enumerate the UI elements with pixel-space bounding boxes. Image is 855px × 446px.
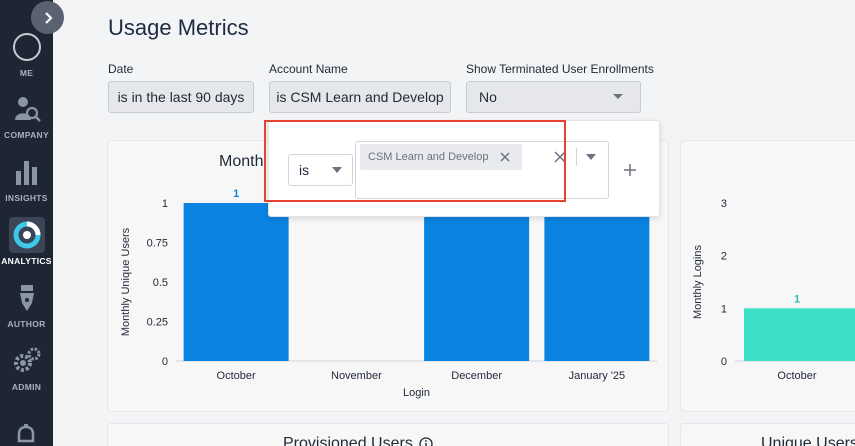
monthly-logins-chart: 0 1 2 3 1 October Monthly Logins	[692, 198, 855, 382]
account-filter-label: Account Name	[269, 62, 348, 76]
monthly-logins-card	[680, 140, 855, 412]
bar[interactable]	[424, 203, 530, 361]
y-tick-label: 0.75	[147, 238, 168, 250]
date-filter[interactable]: is in the last 90 days	[108, 81, 254, 113]
pen-nib-icon	[12, 283, 42, 313]
chevron-right-icon	[44, 11, 53, 24]
bell-icon[interactable]	[14, 424, 38, 446]
date-filter-value: is in the last 90 days	[117, 89, 245, 105]
sidebar-item-label: ANALYTICS	[1, 256, 52, 266]
y-axis-title: Monthly Logins	[692, 245, 704, 319]
sidebar-item-me[interactable]: ME	[0, 22, 53, 82]
y-tick-label: 3	[721, 198, 727, 210]
chip-label: CSM Learn and Develop	[368, 151, 489, 163]
x-tick-label: January '25	[569, 370, 626, 382]
chip-remove-icon[interactable]	[500, 152, 510, 162]
sidebar-item-label: ME	[19, 68, 34, 78]
date-filter-label: Date	[108, 62, 134, 76]
monthly-unique-users-chart: 0 0.25 0.5 0.75 1 1 October November December Jan…	[120, 188, 657, 399]
x-tick-label: November	[331, 370, 382, 382]
provisioned-users-card: Provisioned Users	[107, 423, 669, 446]
provisioned-users-title: Provisioned Users	[283, 435, 413, 446]
y-tick-label: 0	[721, 356, 727, 368]
sidebar-item-label: ADMIN	[11, 382, 42, 392]
x-tick-label: October	[777, 370, 816, 382]
y-axis-title: Monthly Unique Users	[120, 227, 132, 336]
sidebar-item-company[interactable]: COMPANY	[0, 84, 53, 144]
x-tick-label: October	[217, 370, 256, 382]
account-value-multiselect[interactable]: CSM Learn and Develop	[355, 141, 609, 199]
page-title: Usage Metrics	[108, 15, 249, 40]
terminated-enrollments-select[interactable]: No	[466, 81, 641, 113]
collapse-sidebar-button[interactable]	[31, 1, 64, 34]
profile-circle-icon	[12, 32, 42, 62]
analytics-pie-icon	[8, 217, 45, 253]
x-axis-title: Login	[403, 387, 430, 399]
operator-value: is	[299, 162, 310, 178]
y-tick-label: 0.5	[153, 277, 168, 289]
clear-all-icon[interactable]	[554, 151, 566, 163]
y-tick-label: 0	[162, 356, 168, 368]
account-filter-value: is CSM Learn and Develop	[276, 89, 444, 105]
caret-down-icon	[332, 166, 342, 173]
data-label: 1	[233, 188, 239, 200]
card-title: Monthl	[219, 153, 268, 170]
sidebar-item-analytics[interactable]: ANALYTICS	[0, 210, 53, 270]
y-tick-label: 1	[721, 303, 727, 315]
bar-chart-icon	[12, 157, 42, 187]
sidebar-item-label: COMPANY	[4, 130, 49, 140]
account-filter-popover: is CSM Learn and Develop	[268, 120, 660, 217]
y-tick-label: 2	[721, 251, 727, 263]
bar[interactable]	[183, 203, 289, 361]
sidebar-item-label: INSIGHTS	[5, 193, 48, 203]
company-search-icon	[12, 94, 42, 124]
info-icon[interactable]	[419, 437, 433, 446]
add-condition-icon[interactable]	[623, 163, 637, 177]
selected-chip: CSM Learn and Develop	[360, 144, 522, 170]
divider	[576, 148, 577, 166]
terminated-filter-value: No	[479, 89, 497, 105]
sidebar-item-admin[interactable]: ADMIN	[0, 336, 53, 396]
sidebar: ME COMPANY INSIGHTS ANALYTICS AUTHOR ADM…	[0, 0, 53, 446]
operator-select[interactable]: is	[288, 154, 353, 186]
y-tick-label: 1	[162, 198, 168, 210]
gears-icon	[12, 346, 42, 376]
sidebar-item-insights[interactable]: INSIGHTS	[0, 147, 53, 207]
terminated-filter-label: Show Terminated User Enrollments	[466, 62, 654, 76]
account-name-filter[interactable]: is CSM Learn and Develop	[269, 81, 451, 113]
y-tick-label: 0.25	[147, 317, 168, 329]
data-label: 1	[794, 293, 800, 305]
sidebar-item-label: AUTHOR	[7, 319, 46, 329]
sidebar-item-author[interactable]: AUTHOR	[0, 273, 53, 333]
bar[interactable]	[544, 203, 650, 361]
unique-users-title: Unique Users	[761, 435, 855, 446]
x-tick-label: December	[451, 370, 502, 382]
dropdown-caret-icon[interactable]	[586, 154, 596, 161]
bar[interactable]	[744, 308, 855, 361]
caret-down-icon	[613, 94, 623, 99]
unique-users-card: Unique Users	[680, 423, 855, 446]
